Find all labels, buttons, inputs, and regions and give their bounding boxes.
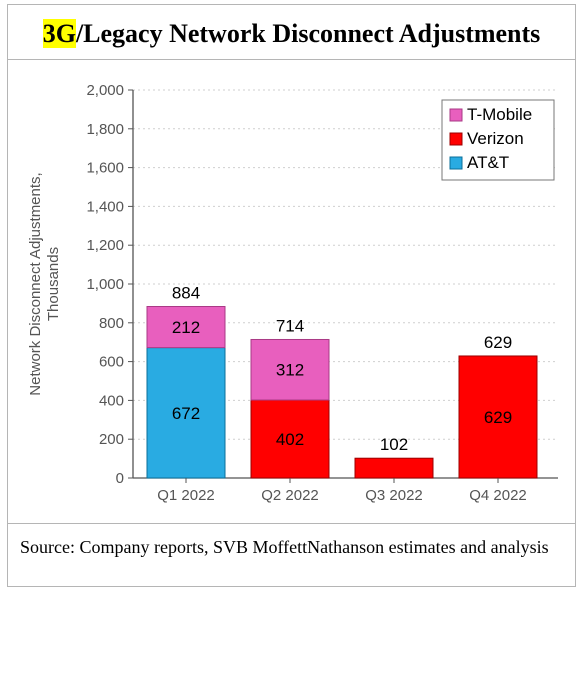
bar-value-label: 312 (276, 361, 304, 380)
y-tick-label: 1,800 (86, 121, 124, 138)
y-tick-label: 1,000 (86, 276, 124, 293)
chart-title-cell: 3G/Legacy Network Disconnect Adjustments (8, 5, 575, 60)
y-axis-label-2: Thousands (45, 247, 62, 321)
chart-svg: 0 200 400 600 800 1,000 1,200 1,400 1,600 1,800 2,… (18, 78, 566, 508)
y-tick-label: 1,400 (86, 198, 124, 215)
y-tick-label: 400 (99, 392, 124, 409)
bar-value-label: 402 (276, 430, 304, 449)
bar-value-label: 672 (172, 404, 200, 423)
x-tick-label: Q1 2022 (157, 487, 215, 504)
bar-total-label: 629 (484, 333, 512, 352)
legend-label: Verizon (467, 129, 524, 148)
legend-label: AT&T (467, 153, 509, 172)
source-note: Source: Company reports, SVB MoffettNath… (8, 524, 575, 587)
y-tick-label: 0 (116, 470, 124, 487)
title-rest: /Legacy Network Disconnect Adjustments (76, 19, 540, 48)
y-tick-label: 800 (99, 315, 124, 332)
y-tick-label: 2,000 (86, 82, 124, 99)
bar-value-label: 212 (172, 318, 200, 337)
chart-container: 3G/Legacy Network Disconnect Adjustments… (7, 4, 576, 587)
legend-swatch (450, 109, 462, 121)
x-tick-label: Q3 2022 (365, 487, 423, 504)
legend-swatch (450, 157, 462, 169)
bar-total-label: 102 (380, 435, 408, 454)
y-tick-label: 200 (99, 431, 124, 448)
y-tick-label: 1,200 (86, 237, 124, 254)
x-tick-label: Q2 2022 (261, 487, 319, 504)
bar-value-label: 629 (484, 408, 512, 427)
x-tick-label: Q4 2022 (469, 487, 527, 504)
bar-total-label: 714 (276, 316, 304, 335)
chart-title: 3G/Legacy Network Disconnect Adjustments (18, 19, 565, 49)
title-highlight: 3G (43, 19, 76, 48)
legend-swatch (450, 133, 462, 145)
y-tick-label: 600 (99, 353, 124, 370)
y-tick-label: 1,600 (86, 159, 124, 176)
y-axis-label-1: Network Disconnect Adjustments, (27, 172, 44, 395)
bar-segment (355, 458, 433, 478)
legend-label: T-Mobile (467, 105, 532, 124)
bar-total-label: 884 (172, 283, 200, 302)
chart-area: 0 200 400 600 800 1,000 1,200 1,400 1,600 1,800 2,… (8, 60, 575, 524)
